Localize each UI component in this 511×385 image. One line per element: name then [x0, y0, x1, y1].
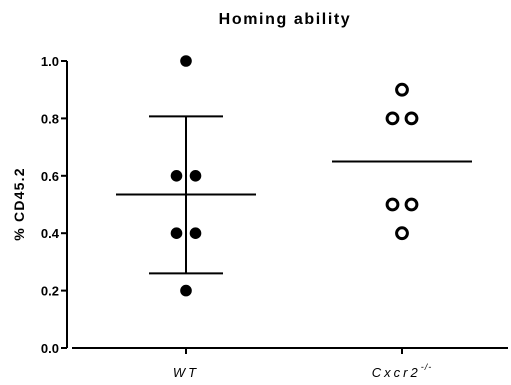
axes — [66, 61, 508, 349]
x-tick-label: WT — [173, 365, 199, 380]
x-tick-label-text: Cxcr2 — [372, 365, 421, 380]
y-ticks: 0.0 0.2 0.4 0.6 0.8 1.0 — [41, 54, 67, 356]
data-point — [189, 227, 202, 239]
data-point — [385, 197, 400, 212]
data-marks — [116, 55, 472, 297]
x-tick-label-superscript: -/- — [421, 362, 433, 372]
data-point — [395, 82, 409, 97]
x-ticks: WT Cxcr2-/- — [173, 348, 432, 380]
data-point — [180, 55, 192, 67]
y-tick-label: 0.2 — [41, 284, 59, 299]
y-tick-label: 1.0 — [41, 54, 59, 69]
data-point — [385, 111, 400, 126]
data-point — [170, 170, 183, 182]
x-tick-label: Cxcr2-/- — [372, 362, 432, 380]
chart-title: Homing ability — [219, 11, 352, 28]
y-axis-label: % CD45.2 — [11, 167, 27, 240]
y-tick-label: 0.6 — [41, 169, 59, 184]
y-tick-label: 0.0 — [41, 341, 59, 356]
data-point — [180, 284, 192, 297]
data-point — [189, 170, 202, 182]
data-point — [404, 111, 419, 126]
y-tick-label: 0.8 — [41, 111, 59, 126]
x-tick-label-text: WT — [173, 365, 199, 380]
data-point — [395, 226, 409, 241]
y-tick-label: 0.4 — [41, 226, 60, 241]
data-point — [170, 227, 183, 239]
data-point — [404, 197, 419, 212]
